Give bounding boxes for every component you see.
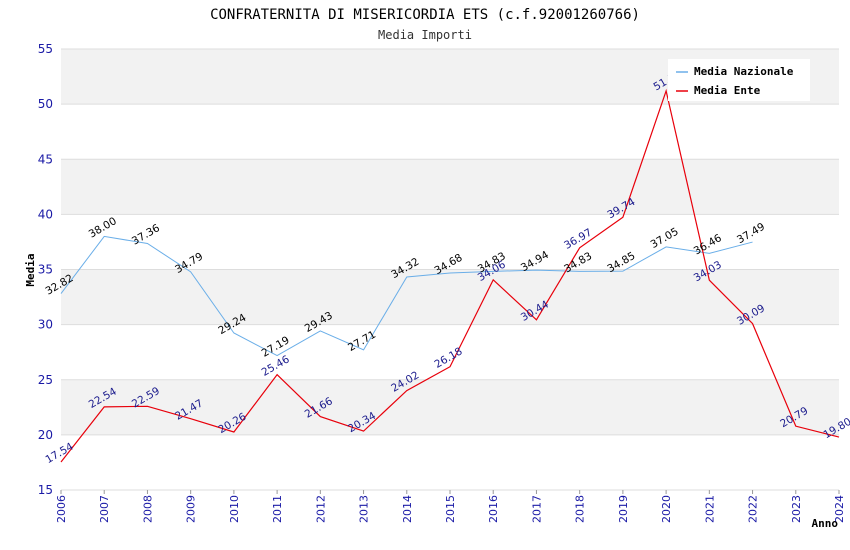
grid-band [61, 214, 839, 270]
legend: Media Nazionale Media Ente [668, 59, 810, 101]
series-line-media-ente [60, 88, 840, 463]
x-tick-label: 2017 [530, 495, 543, 523]
y-tick-label: 50 [38, 97, 53, 111]
x-tick-label: 2022 [747, 495, 760, 523]
x-tick-label: 2020 [660, 495, 673, 523]
grid-band [61, 269, 839, 325]
y-tick-label: 15 [38, 483, 53, 497]
x-tick-label: 2011 [271, 495, 284, 523]
grid-band [61, 104, 839, 160]
x-tick-label: 2019 [617, 495, 630, 523]
x-tick-label: 2014 [401, 495, 414, 523]
x-tick-label: 2016 [487, 495, 500, 523]
x-tick-label: 2024 [833, 495, 846, 523]
x-axis-title: Anno [812, 517, 839, 530]
y-tick-label: 45 [38, 152, 53, 166]
x-tick-label: 2021 [703, 495, 716, 523]
grid-band [61, 324, 839, 380]
x-axis-ticks: 2006 2007 2008 2009 2010 2011 2012 2013 2014 2015… [55, 490, 846, 523]
grid-band [61, 379, 839, 435]
legend-box [668, 59, 810, 101]
x-tick-label: 2012 [314, 495, 327, 523]
series-lines [60, 88, 840, 463]
grid-band [61, 434, 839, 490]
chart-title: CONFRATERNITA DI MISERICORDIA ETS (c.f.9… [210, 7, 640, 23]
y-axis-title: Media [24, 253, 37, 286]
chart-subtitle: Media Importi [378, 28, 472, 42]
y-tick-label: 40 [38, 207, 53, 221]
x-tick-label: 2010 [228, 495, 241, 523]
legend-label-media-nazionale: Media Nazionale [694, 65, 794, 78]
x-tick-label: 2018 [574, 495, 587, 523]
x-tick-label: 2013 [358, 495, 371, 523]
x-tick-label: 2007 [98, 495, 111, 523]
y-tick-label: 35 [38, 263, 53, 277]
x-tick-label: 2008 [141, 495, 154, 523]
grid-band [61, 159, 839, 215]
legend-label-media-ente: Media Ente [694, 84, 761, 97]
x-tick-label: 2009 [185, 495, 198, 523]
y-tick-label: 20 [38, 428, 53, 442]
y-tick-label: 30 [38, 318, 53, 332]
y-tick-label: 55 [38, 42, 53, 56]
y-tick-label: 25 [38, 373, 53, 387]
x-tick-label: 2006 [55, 495, 68, 523]
x-tick-label: 2023 [790, 495, 803, 523]
x-tick-label: 2015 [444, 495, 457, 523]
y-axis-ticks: 15 20 25 30 35 40 45 50 55 [38, 42, 53, 497]
series-line-media-nazionale [60, 235, 753, 357]
